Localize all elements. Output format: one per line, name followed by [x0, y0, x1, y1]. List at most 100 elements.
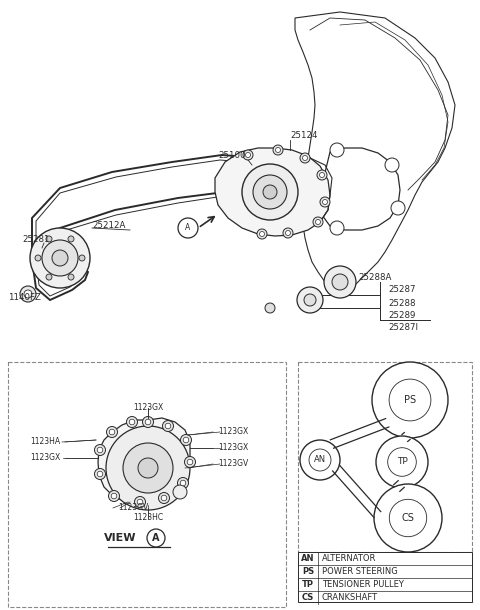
- Circle shape: [313, 217, 323, 227]
- Text: 1123HA: 1123HA: [30, 437, 60, 447]
- Circle shape: [286, 231, 290, 235]
- Circle shape: [180, 480, 186, 486]
- Circle shape: [374, 484, 442, 552]
- Text: AN: AN: [301, 554, 315, 563]
- Circle shape: [300, 440, 340, 480]
- Circle shape: [320, 197, 330, 207]
- Circle shape: [187, 459, 193, 465]
- Text: ALTERNATOR: ALTERNATOR: [322, 554, 376, 563]
- Circle shape: [97, 447, 103, 453]
- Circle shape: [183, 437, 189, 443]
- Circle shape: [147, 529, 165, 547]
- Text: 25212A: 25212A: [92, 220, 125, 229]
- Circle shape: [20, 286, 36, 302]
- Text: CRANKSHAFT: CRANKSHAFT: [322, 593, 378, 602]
- Circle shape: [253, 175, 287, 209]
- Circle shape: [283, 228, 293, 238]
- Circle shape: [276, 148, 280, 152]
- Circle shape: [389, 379, 431, 421]
- Text: CS: CS: [402, 513, 414, 523]
- Circle shape: [323, 199, 327, 204]
- Circle shape: [173, 485, 187, 499]
- Circle shape: [68, 274, 74, 280]
- Circle shape: [309, 449, 331, 471]
- Circle shape: [260, 232, 264, 237]
- Circle shape: [184, 456, 195, 467]
- Text: A: A: [185, 223, 191, 232]
- Text: 25281: 25281: [22, 235, 49, 245]
- Circle shape: [263, 185, 277, 199]
- Circle shape: [257, 229, 267, 239]
- Circle shape: [317, 170, 327, 180]
- Circle shape: [265, 303, 275, 313]
- Circle shape: [161, 495, 167, 501]
- Text: 25287: 25287: [388, 285, 416, 295]
- Polygon shape: [98, 418, 190, 504]
- Text: TENSIONER PULLEY: TENSIONER PULLEY: [322, 580, 404, 589]
- Circle shape: [68, 236, 74, 242]
- Bar: [8, 362, 286, 607]
- Text: 25100: 25100: [218, 151, 245, 159]
- Circle shape: [389, 500, 427, 537]
- Text: PS: PS: [302, 567, 314, 576]
- Text: PS: PS: [404, 395, 416, 405]
- Text: VIEW: VIEW: [104, 533, 136, 543]
- Text: 1123GX: 1123GX: [30, 453, 60, 462]
- Circle shape: [143, 417, 154, 428]
- Circle shape: [107, 426, 118, 437]
- Text: 1123GV: 1123GV: [218, 459, 248, 468]
- Circle shape: [95, 468, 106, 479]
- Circle shape: [297, 287, 323, 313]
- Text: TP: TP: [302, 580, 314, 589]
- Text: POWER STEERING: POWER STEERING: [322, 567, 398, 576]
- Text: 1123HC: 1123HC: [133, 514, 163, 523]
- Circle shape: [245, 152, 251, 157]
- Text: 25287I: 25287I: [388, 323, 418, 332]
- Circle shape: [95, 445, 106, 456]
- Text: TP: TP: [396, 458, 408, 467]
- Circle shape: [388, 448, 416, 476]
- Circle shape: [138, 458, 158, 478]
- Text: 25289: 25289: [388, 310, 415, 320]
- Circle shape: [300, 153, 310, 163]
- Text: 1140FZ: 1140FZ: [8, 293, 41, 303]
- Circle shape: [180, 434, 192, 445]
- Circle shape: [42, 240, 78, 276]
- Circle shape: [106, 426, 190, 510]
- Circle shape: [178, 478, 189, 489]
- Circle shape: [127, 417, 137, 428]
- Text: 1123GX: 1123GX: [218, 443, 248, 453]
- Text: CS: CS: [302, 593, 314, 602]
- Circle shape: [324, 266, 356, 298]
- Circle shape: [330, 221, 344, 235]
- Circle shape: [145, 419, 151, 425]
- Circle shape: [332, 274, 348, 290]
- Text: 25288: 25288: [388, 298, 416, 307]
- Text: 1123GX: 1123GX: [133, 403, 163, 412]
- Polygon shape: [295, 12, 455, 290]
- Bar: [298, 362, 472, 552]
- Circle shape: [243, 150, 253, 160]
- Circle shape: [97, 471, 103, 477]
- Circle shape: [111, 493, 117, 499]
- Circle shape: [109, 429, 115, 435]
- Text: AN: AN: [314, 456, 326, 464]
- Circle shape: [385, 158, 399, 172]
- Circle shape: [134, 497, 145, 508]
- Circle shape: [273, 145, 283, 155]
- Text: 1123GX: 1123GX: [218, 428, 248, 437]
- Circle shape: [330, 143, 344, 157]
- Circle shape: [302, 156, 308, 160]
- Circle shape: [165, 423, 171, 429]
- Circle shape: [391, 201, 405, 215]
- Circle shape: [376, 436, 428, 488]
- Text: A: A: [152, 533, 160, 543]
- Circle shape: [137, 499, 143, 505]
- Circle shape: [178, 218, 198, 238]
- Circle shape: [46, 274, 52, 280]
- Text: 1123GV: 1123GV: [118, 503, 148, 512]
- Circle shape: [372, 362, 448, 438]
- Polygon shape: [215, 148, 330, 236]
- Circle shape: [315, 220, 321, 224]
- Circle shape: [123, 443, 173, 493]
